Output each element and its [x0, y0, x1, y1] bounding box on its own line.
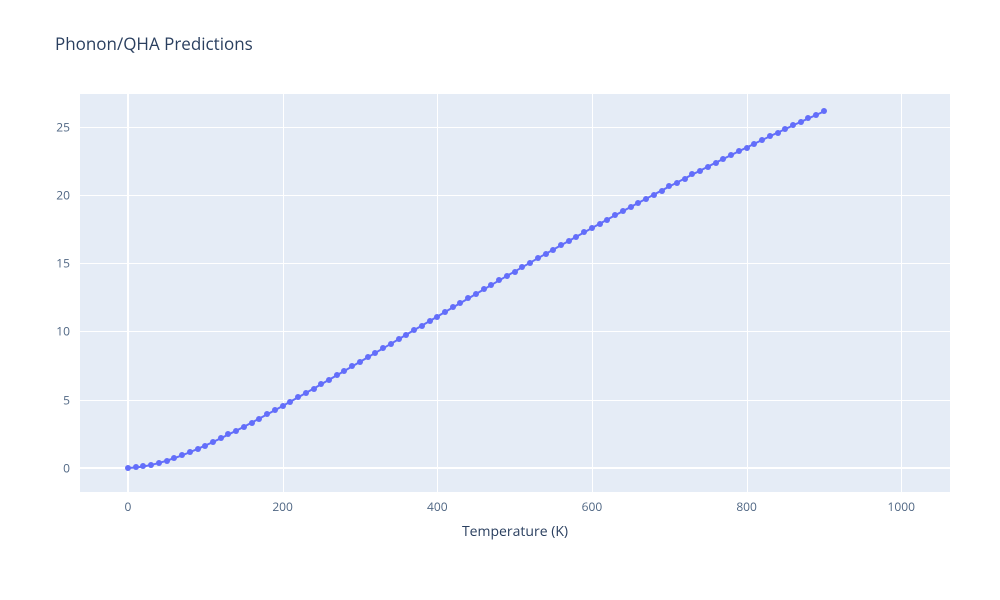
gridline-h	[80, 263, 950, 264]
plot-background[interactable]	[80, 94, 950, 492]
gridline-v	[283, 94, 284, 492]
gridline-v	[437, 94, 438, 492]
x-tick-label: 200	[272, 498, 293, 515]
chart-container: Phonon/QHA Predictions Temperature (K) E…	[0, 0, 1000, 600]
gridline-v	[747, 94, 748, 492]
y-tick-label: 5	[63, 391, 70, 408]
x-tick-label: 400	[427, 498, 448, 515]
x-zeroline	[127, 94, 129, 492]
x-tick-label: 600	[582, 498, 603, 515]
y-tick-label: 20	[56, 186, 70, 203]
y-tick-label: 10	[56, 323, 70, 340]
gridline-v	[592, 94, 593, 492]
y-zeroline	[80, 467, 950, 469]
x-tick-label: 800	[736, 498, 757, 515]
y-tick-label: 15	[56, 255, 70, 272]
x-axis-label: Temperature (K)	[462, 522, 568, 541]
gridline-h	[80, 127, 950, 128]
y-tick-label: 0	[63, 459, 70, 476]
x-tick-label: 0	[125, 498, 132, 515]
chart-title: Phonon/QHA Predictions	[55, 32, 253, 55]
gridline-v	[901, 94, 902, 492]
y-tick-label: 25	[56, 118, 70, 135]
gridline-h	[80, 400, 950, 401]
x-tick-label: 1000	[888, 498, 915, 515]
gridline-h	[80, 195, 950, 196]
gridline-h	[80, 331, 950, 332]
